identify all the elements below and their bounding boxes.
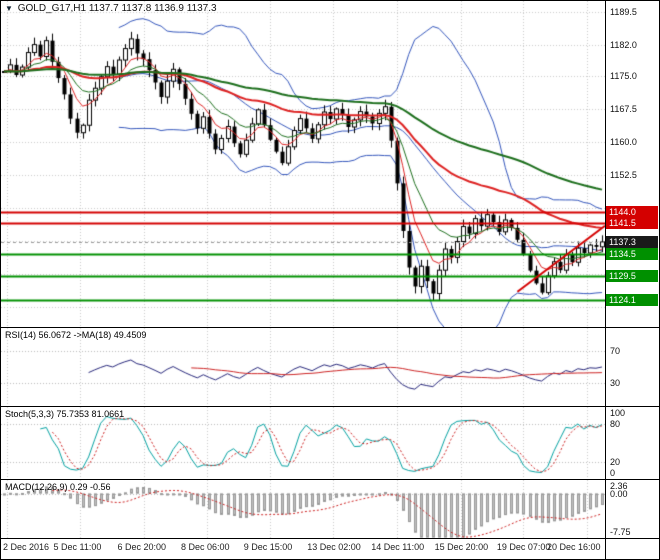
axis-tick-label: 1175.0: [610, 70, 637, 81]
price-level-label: 1129.5: [606, 270, 658, 283]
x-axis-label: 14 Dec 11:00: [371, 542, 425, 552]
main-chart-panel: ▼ GOLD_G17,H1 1137.7 1137.8 1136.9 1137.…: [1, 1, 659, 327]
x-axis-label: 15 Dec 20:00: [434, 542, 489, 552]
stochastic-axis: 100 80 20 0: [605, 407, 659, 479]
x-axis-label: 8 Dec 06:00: [180, 542, 230, 552]
x-axis-label: 9 Dec 15:00: [243, 542, 293, 552]
time-axis-corner: [605, 539, 659, 559]
chart-header: ▼ GOLD_G17,H1 1137.7 1137.8 1136.9 1137.…: [5, 3, 217, 14]
axis-tick-label: -7.75: [610, 527, 631, 537]
rsi-indicator-label: RSI(14) 56.0672 ->MA(18) 49.4509: [5, 330, 147, 340]
axis-tick-label: 100: [610, 408, 626, 418]
rsi-panel: RSI(14) 56.0672 ->MA(18) 49.4509 70 30: [1, 327, 659, 406]
stochastic-indicator-label: Stoch(5,3,3) 75.7353 81.0661: [5, 409, 125, 419]
macd-panel: MACD(12,26,9) 0.29 -0.56 2.36 0.00 -7.75: [1, 479, 659, 538]
axis-tick-label: 1167.5: [610, 103, 637, 114]
x-axis-label: 19 Dec 07:00: [496, 542, 551, 552]
ohlc-values: 1137.7 1137.8 1136.9 1137.3: [88, 3, 217, 14]
axis-tick-label: 0: [610, 468, 616, 478]
axis-tick-label: 20: [610, 456, 621, 467]
price-level-label: 1137.3: [606, 235, 658, 248]
stochastic-indicator-chart[interactable]: [1, 407, 605, 479]
axis-tick-label: 80: [610, 419, 621, 430]
axis-tick-label: 30: [610, 377, 621, 388]
axis-tick-label: 1182.0: [610, 40, 637, 51]
rsi-axis: 70 30: [605, 328, 659, 406]
x-axis-label: 2 Dec 2016: [3, 542, 50, 552]
axis-tick-label: 1189.5: [610, 7, 637, 17]
x-axis-label: 6 Dec 20:00: [117, 542, 167, 552]
price-axis[interactable]: 1189.5 1182.0 1175.0 1167.5 1160.0 1152.5 1144…: [605, 1, 659, 327]
symbol-label: GOLD_G17,H1: [17, 3, 87, 14]
axis-tick-label: 2.36: [610, 481, 628, 491]
rsi-indicator-chart[interactable]: [1, 328, 605, 406]
time-axis[interactable]: 2 Dec 2016 5 Dec 11:00 6 Dec 20:00 8 Dec 06…: [1, 539, 605, 559]
x-axis-label: 20 Dec 16:00: [547, 542, 601, 552]
axis-tick-label: 1152.5: [610, 170, 637, 180]
axis-tick-label: 1160.0: [610, 136, 637, 147]
price-level-label: 1141.5: [606, 217, 658, 230]
stochastic-panel: Stoch(5,3,3) 75.7353 81.0661 100 80 20 0: [1, 406, 659, 479]
macd-indicator-chart[interactable]: [1, 480, 605, 538]
x-axis-label: 13 Dec 02:00: [307, 542, 361, 552]
price-level-label: 1144.0: [606, 206, 658, 219]
axis-tick-label: 70: [610, 346, 621, 357]
price-level-label: 1124.1: [606, 294, 658, 307]
axis-tick-label: 0.00: [610, 488, 628, 499]
time-axis-row: 2 Dec 2016 5 Dec 11:00 6 Dec 20:00 8 Dec 06…: [1, 538, 659, 559]
main-price-chart[interactable]: [1, 1, 605, 327]
x-axis-label: 5 Dec 11:00: [53, 542, 102, 552]
price-level-label: 1134.5: [606, 248, 658, 261]
symbol-menu-marker[interactable]: ▼: [5, 4, 13, 13]
macd-axis: 2.36 0.00 -7.75: [605, 480, 659, 538]
macd-indicator-label: MACD(12,26,9) 0.29 -0.56: [5, 482, 111, 492]
